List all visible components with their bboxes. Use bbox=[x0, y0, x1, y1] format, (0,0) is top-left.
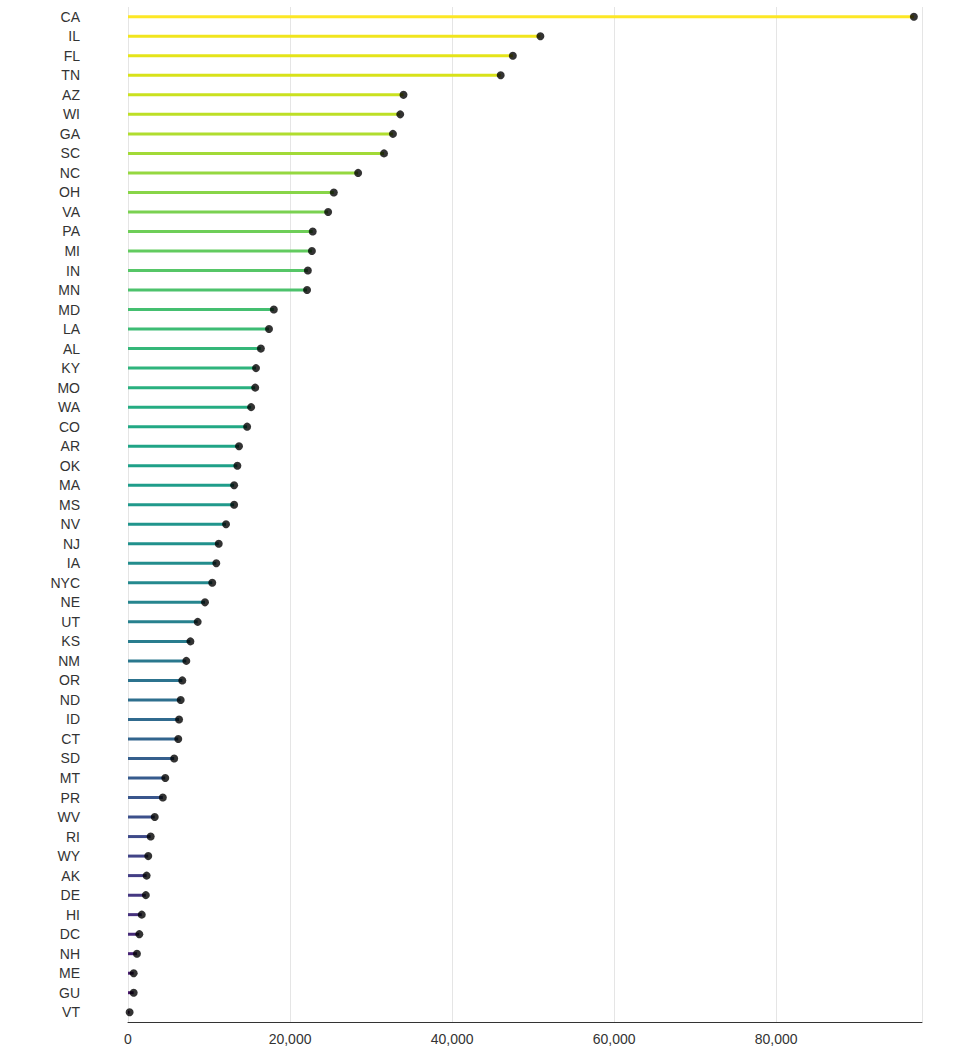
svg-text:80,000: 80,000 bbox=[755, 1031, 798, 1047]
svg-text:WA: WA bbox=[58, 399, 81, 415]
svg-text:CA: CA bbox=[61, 9, 81, 25]
svg-text:SD: SD bbox=[61, 750, 80, 766]
svg-text:AK: AK bbox=[61, 868, 80, 884]
svg-text:NC: NC bbox=[60, 165, 80, 181]
svg-text:20,000: 20,000 bbox=[269, 1031, 312, 1047]
svg-text:RI: RI bbox=[66, 829, 80, 845]
svg-text:FL: FL bbox=[64, 48, 81, 64]
svg-text:NM: NM bbox=[58, 653, 80, 669]
svg-text:GU: GU bbox=[59, 985, 80, 1001]
svg-text:IA: IA bbox=[67, 555, 81, 571]
svg-text:AL: AL bbox=[63, 341, 80, 357]
svg-text:KY: KY bbox=[61, 360, 80, 376]
svg-text:ME: ME bbox=[59, 965, 80, 981]
svg-text:NYC: NYC bbox=[50, 575, 80, 591]
svg-text:PR: PR bbox=[61, 790, 80, 806]
svg-text:KS: KS bbox=[61, 633, 80, 649]
svg-text:WI: WI bbox=[63, 106, 80, 122]
svg-text:DC: DC bbox=[60, 926, 80, 942]
svg-text:IN: IN bbox=[66, 263, 80, 279]
svg-text:OK: OK bbox=[60, 458, 81, 474]
svg-text:AZ: AZ bbox=[62, 87, 80, 103]
svg-text:VA: VA bbox=[62, 204, 80, 220]
svg-text:NH: NH bbox=[60, 946, 80, 962]
svg-text:HI: HI bbox=[66, 907, 80, 923]
svg-text:LA: LA bbox=[63, 321, 81, 337]
svg-text:0: 0 bbox=[124, 1031, 132, 1047]
svg-text:SC: SC bbox=[61, 145, 80, 161]
svg-text:AR: AR bbox=[61, 438, 80, 454]
svg-text:MN: MN bbox=[58, 282, 80, 298]
svg-text:MA: MA bbox=[59, 477, 81, 493]
svg-text:DE: DE bbox=[61, 887, 80, 903]
svg-text:OR: OR bbox=[59, 672, 80, 688]
svg-text:CO: CO bbox=[59, 419, 80, 435]
svg-text:TN: TN bbox=[61, 67, 80, 83]
svg-text:MO: MO bbox=[57, 380, 80, 396]
svg-text:MD: MD bbox=[58, 302, 80, 318]
svg-text:UT: UT bbox=[61, 614, 80, 630]
svg-text:MS: MS bbox=[59, 497, 80, 513]
svg-text:ID: ID bbox=[66, 711, 80, 727]
svg-text:ND: ND bbox=[60, 692, 80, 708]
svg-text:PA: PA bbox=[62, 223, 80, 239]
svg-text:NJ: NJ bbox=[63, 536, 80, 552]
svg-text:WY: WY bbox=[57, 848, 80, 864]
svg-text:GA: GA bbox=[60, 126, 81, 142]
svg-text:CT: CT bbox=[61, 731, 80, 747]
svg-text:WV: WV bbox=[57, 809, 80, 825]
svg-text:MT: MT bbox=[60, 770, 81, 786]
svg-text:NV: NV bbox=[61, 516, 81, 532]
svg-text:OH: OH bbox=[59, 184, 80, 200]
svg-text:40,000: 40,000 bbox=[431, 1031, 474, 1047]
svg-text:VT: VT bbox=[62, 1004, 80, 1020]
svg-text:IL: IL bbox=[68, 28, 80, 44]
svg-text:MI: MI bbox=[64, 243, 80, 259]
svg-text:NE: NE bbox=[61, 594, 80, 610]
svg-text:60,000: 60,000 bbox=[593, 1031, 636, 1047]
